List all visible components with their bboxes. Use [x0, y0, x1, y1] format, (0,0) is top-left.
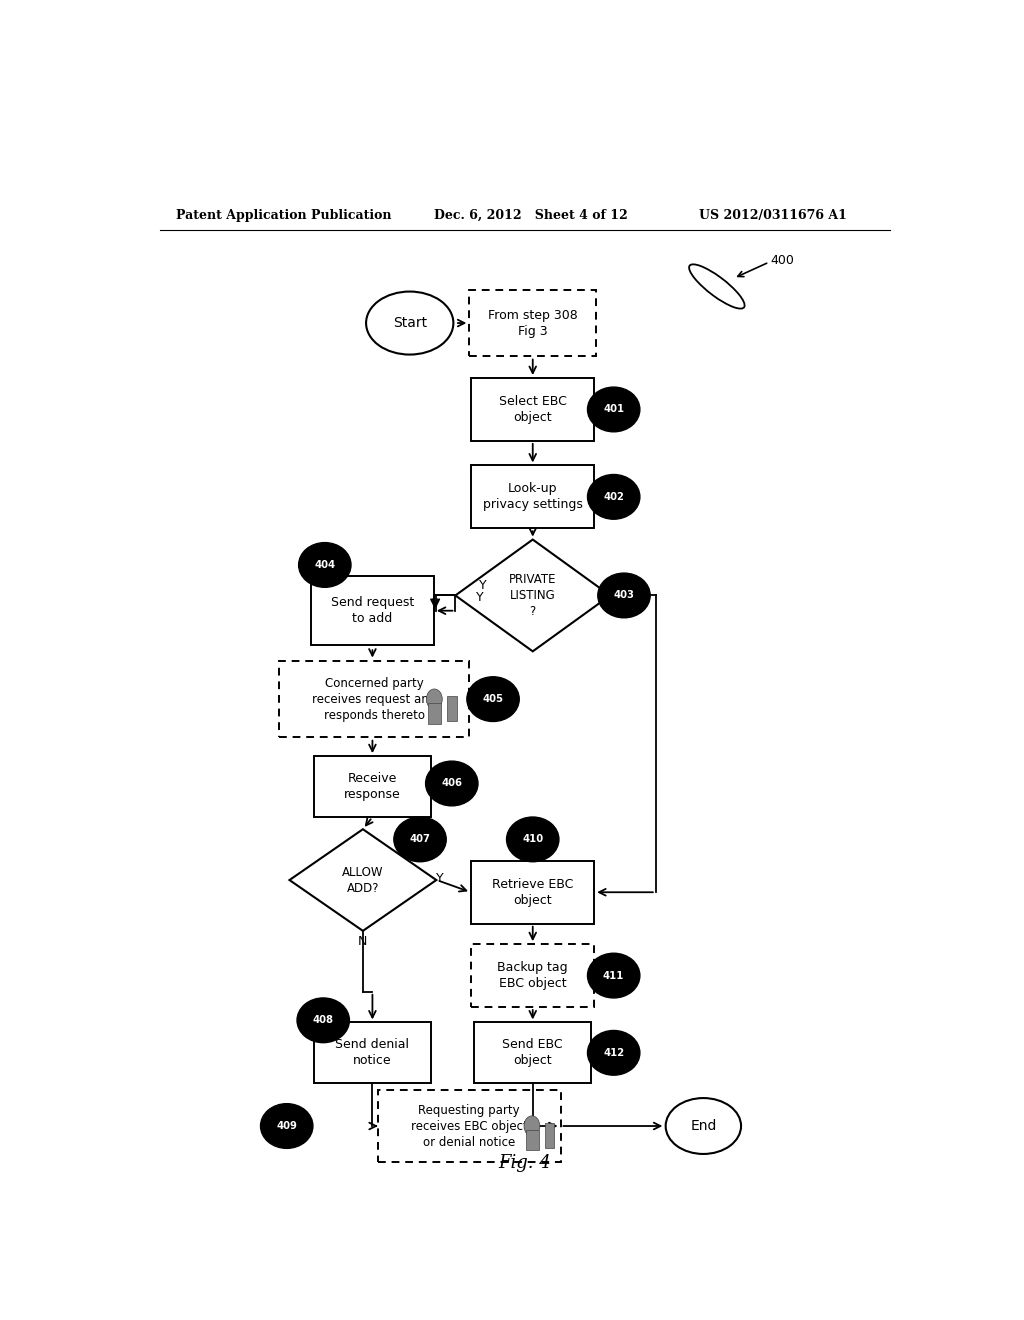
Bar [447, 696, 457, 722]
Text: Start: Start [392, 315, 427, 330]
Text: 410: 410 [522, 834, 544, 845]
Text: 404: 404 [314, 560, 336, 570]
Ellipse shape [467, 677, 519, 722]
Text: Send request
to add: Send request to add [331, 597, 414, 626]
Text: 406: 406 [441, 779, 462, 788]
Bar [378, 1090, 560, 1162]
Text: Fig. 4: Fig. 4 [499, 1154, 551, 1172]
Ellipse shape [598, 573, 650, 618]
Text: Y: Y [476, 591, 483, 605]
Text: PRIVATE
LISTING
?: PRIVATE LISTING ? [509, 573, 556, 618]
Bar [471, 861, 594, 924]
Text: N: N [631, 577, 641, 590]
Text: Y: Y [479, 578, 486, 591]
Bar [313, 756, 431, 817]
Text: ALLOW
ADD?: ALLOW ADD? [342, 866, 384, 895]
Text: 405: 405 [482, 694, 504, 704]
Text: Send EBC
object: Send EBC object [503, 1039, 563, 1068]
Ellipse shape [299, 543, 351, 587]
Text: Send denial
notice: Send denial notice [336, 1039, 410, 1068]
Bar [471, 378, 594, 441]
Ellipse shape [588, 1031, 640, 1076]
Text: 402: 402 [603, 492, 624, 502]
Text: Patent Application Publication: Patent Application Publication [176, 209, 391, 222]
Ellipse shape [588, 387, 640, 432]
Bar [469, 290, 596, 356]
Circle shape [524, 1115, 540, 1137]
Text: 412: 412 [603, 1048, 625, 1057]
Ellipse shape [426, 762, 478, 805]
Text: Look-up
privacy settings: Look-up privacy settings [482, 482, 583, 511]
Bar [471, 466, 594, 528]
Text: 400: 400 [771, 253, 795, 267]
Bar [279, 661, 469, 738]
Text: 411: 411 [603, 970, 625, 981]
Ellipse shape [588, 953, 640, 998]
Ellipse shape [394, 817, 446, 862]
Text: Receive
response: Receive response [344, 772, 400, 801]
Ellipse shape [260, 1104, 313, 1148]
Text: 409: 409 [276, 1121, 297, 1131]
Text: End: End [690, 1119, 717, 1133]
Bar [313, 1022, 431, 1084]
Text: 403: 403 [613, 590, 635, 601]
Text: Select EBC
object: Select EBC object [499, 395, 566, 424]
Bar [428, 704, 441, 723]
Text: Concerned party
receives request and
responds thereto: Concerned party receives request and res… [312, 677, 436, 722]
Text: Y: Y [436, 871, 443, 884]
Text: From step 308
Fig 3: From step 308 Fig 3 [487, 309, 578, 338]
Ellipse shape [588, 474, 640, 519]
Bar [311, 576, 434, 645]
Ellipse shape [297, 998, 349, 1043]
Bar [525, 1130, 539, 1151]
Text: 408: 408 [312, 1015, 334, 1026]
Bar [474, 1022, 592, 1084]
Text: US 2012/0311676 A1: US 2012/0311676 A1 [699, 209, 847, 222]
Text: Requesting party
receives EBC object
or denial notice: Requesting party receives EBC object or … [411, 1104, 527, 1148]
Circle shape [426, 689, 442, 709]
Text: Retrieve EBC
object: Retrieve EBC object [493, 878, 573, 907]
Text: 407: 407 [410, 834, 430, 845]
Bar [545, 1123, 554, 1148]
Text: N: N [358, 935, 368, 948]
Bar [471, 944, 594, 1007]
Text: 401: 401 [603, 404, 625, 414]
Ellipse shape [507, 817, 559, 862]
Text: Dec. 6, 2012   Sheet 4 of 12: Dec. 6, 2012 Sheet 4 of 12 [433, 209, 628, 222]
Text: Backup tag
EBC object: Backup tag EBC object [498, 961, 568, 990]
